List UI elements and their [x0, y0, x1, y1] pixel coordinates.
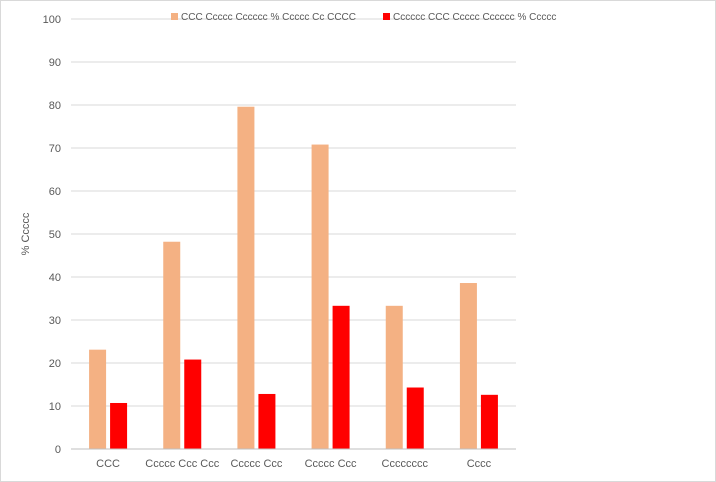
legend-label-1: CCC Ccccc Cccccc % Ccccc Cc CCCC [181, 12, 356, 23]
y-axis-ticks: 0 10 20 30 40 50 60 70 80 90 100 [43, 14, 61, 456]
bar-series-2-1 [110, 402, 128, 449]
x-tick-label: Ccccc Ccc Ccc [145, 458, 219, 470]
x-tick-label: Cccc [467, 458, 492, 470]
y-tick-label: 90 [49, 57, 61, 69]
x-tick-label: Ccccc Ccc [230, 458, 282, 470]
bar-series-2-2 [184, 359, 202, 449]
bar-series-2-4 [332, 305, 350, 449]
legend-swatch-2 [383, 13, 390, 20]
y-tick-label: 0 [55, 444, 61, 456]
bar-series-2-5 [406, 387, 424, 449]
y-tick-label: 100 [43, 14, 61, 26]
legend: CCC Ccccc Cccccc % Ccccc Cc CCCC Cccccc C… [171, 12, 556, 23]
gridlines [71, 18, 516, 407]
y-axis-title: % Ccccc [20, 212, 32, 255]
bar-series-1-5 [385, 305, 403, 449]
bar-series-1-6 [459, 283, 477, 449]
y-tick-label: 70 [49, 143, 61, 155]
legend-swatch-1 [171, 13, 178, 20]
y-tick-label: 40 [49, 272, 61, 284]
x-tick-label: Cccccccc [382, 458, 429, 470]
bars [89, 106, 498, 449]
y-tick-label: 60 [49, 186, 61, 198]
y-tick-label: 20 [49, 358, 61, 370]
y-tick-label: 10 [49, 401, 61, 413]
x-tick-label: Ccccc Ccc [305, 458, 357, 470]
y-tick-label: 30 [49, 315, 61, 327]
x-axis-ticks: CCC Ccccc Ccc Ccc Ccccc Ccc Ccccc Ccc Cccccc… [96, 458, 491, 470]
bar-series-1-1 [89, 349, 107, 449]
y-tick-label: 80 [49, 100, 61, 112]
x-tick-label: CCC [96, 458, 120, 470]
y-tick-label: 50 [49, 229, 61, 241]
bar-series-2-6 [480, 394, 498, 449]
bar-series-1-3 [237, 106, 255, 449]
bar-series-1-2 [163, 241, 181, 449]
bar-series-2-3 [258, 393, 276, 449]
legend-label-2: Cccccc CCC Ccccc Cccccc % Ccccc [393, 12, 556, 23]
bar-series-1-4 [311, 144, 329, 449]
